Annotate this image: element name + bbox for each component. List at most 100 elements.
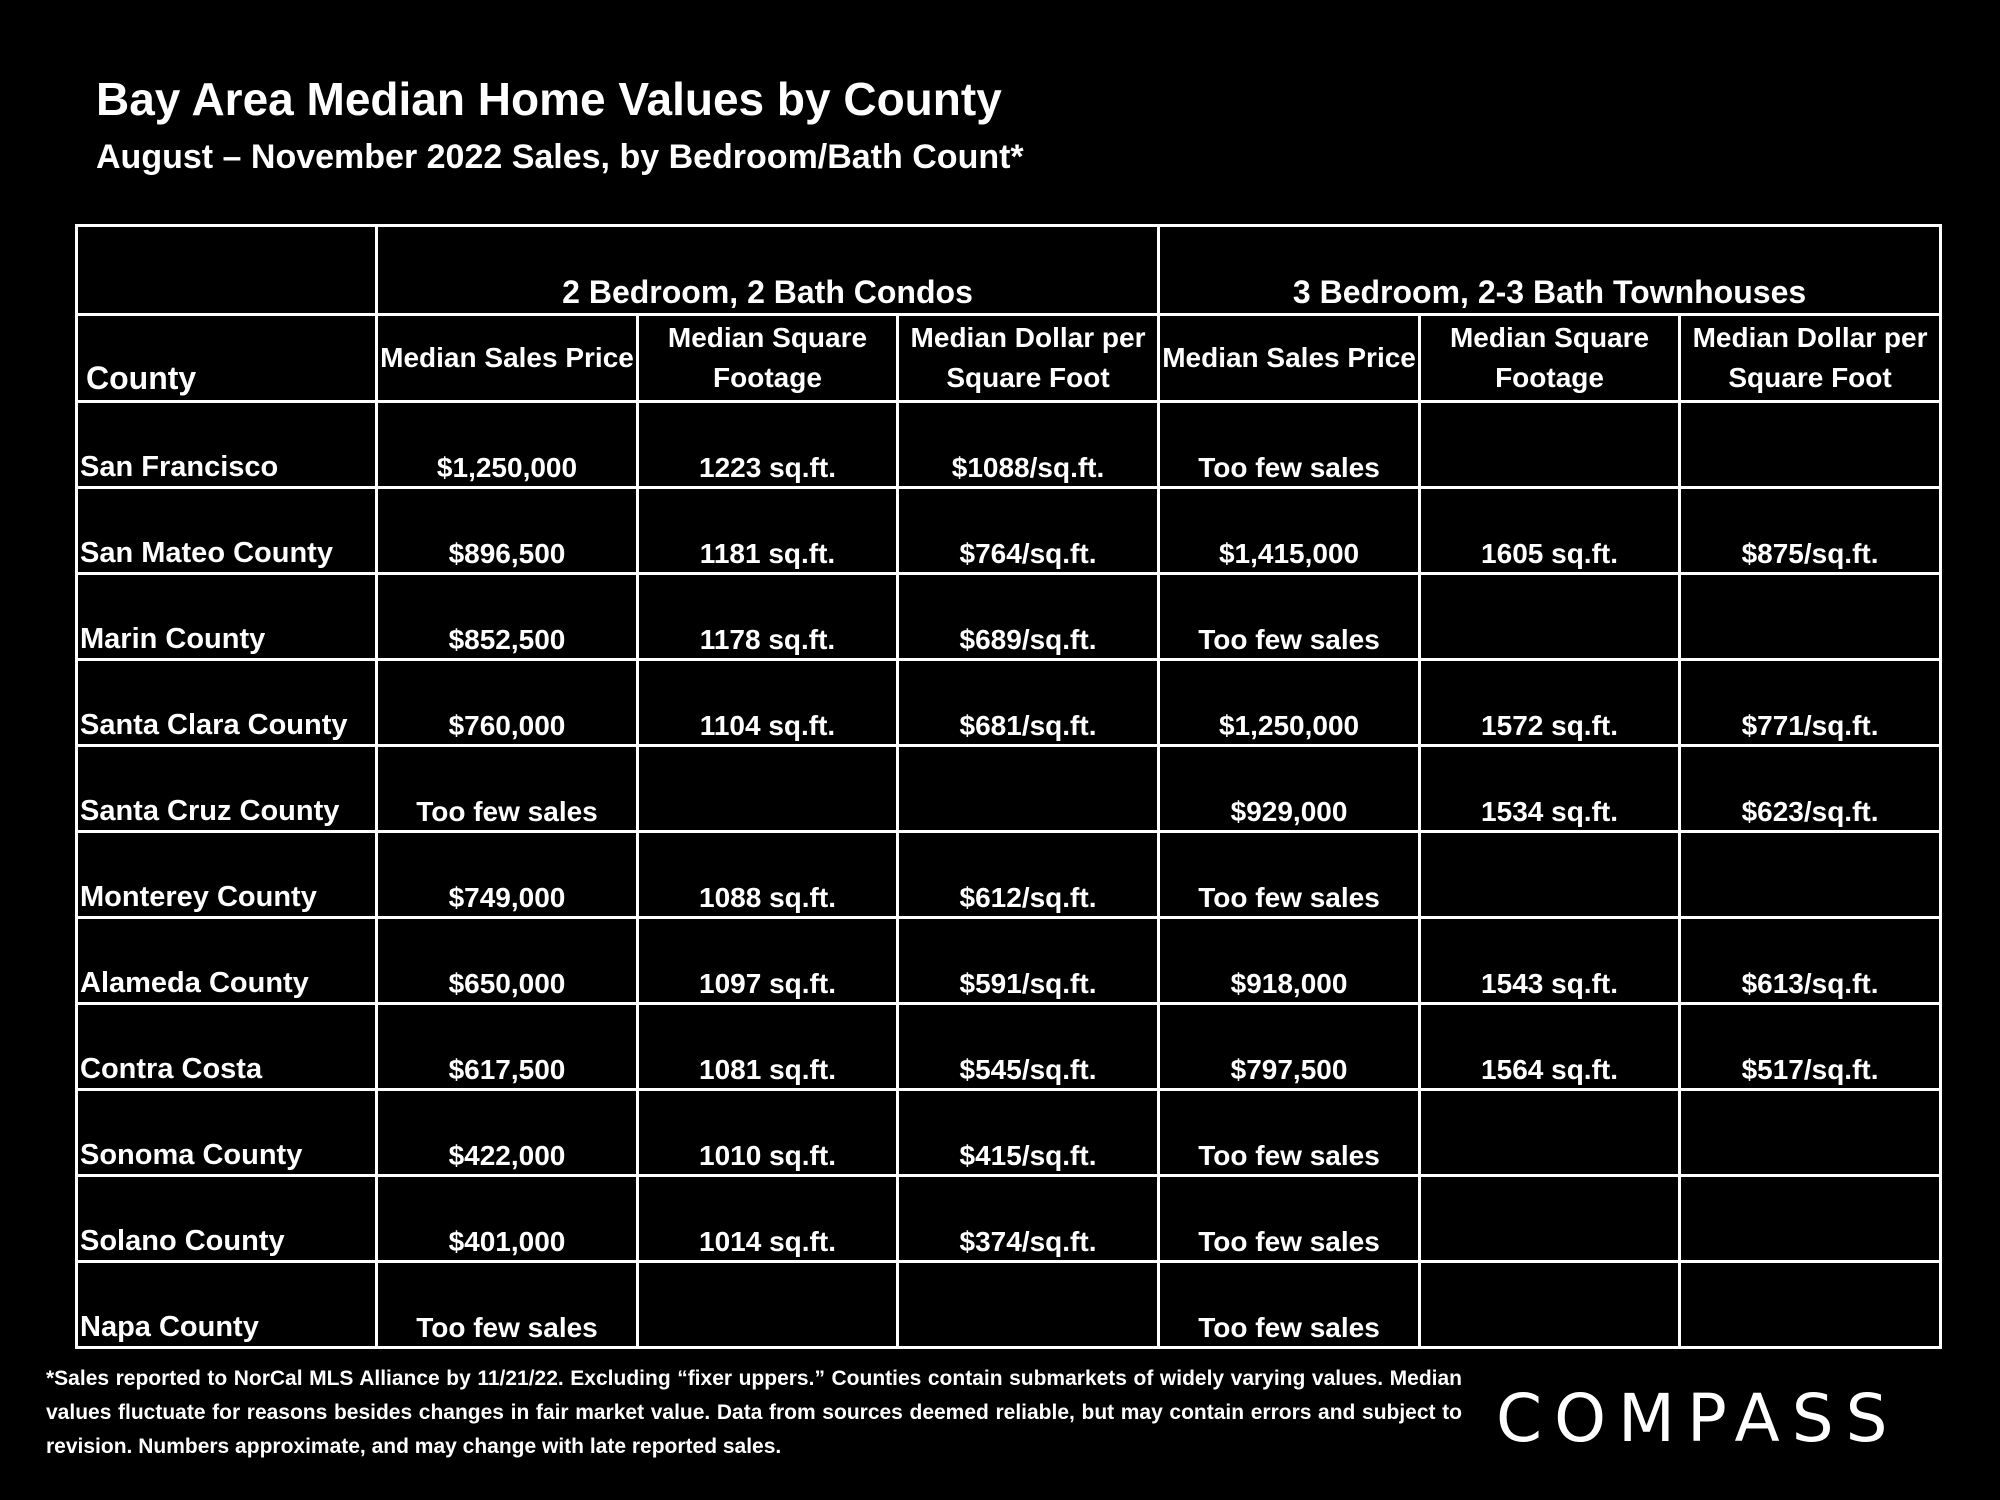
value-cell: $650,000: [375, 916, 639, 1005]
page-title: Bay Area Median Home Values by County: [96, 73, 1002, 125]
table-row: Sonoma County $422,000 1010 sq.ft. $415/sq.…: [75, 1088, 1943, 1177]
value-cell: $797,500: [1157, 1002, 1422, 1091]
value-cell: [636, 744, 899, 833]
value-cell: $918,000: [1157, 916, 1422, 1005]
value-cell: [1418, 830, 1682, 919]
table-row: Napa County Too few sales Too few sales: [75, 1260, 1943, 1349]
value-cell: Too few sales: [1157, 830, 1422, 919]
value-cell: [895, 744, 1161, 833]
value-cell: $1,250,000: [375, 400, 639, 489]
table-row: Santa Clara County $760,000 1104 sq.ft. $68…: [75, 658, 1943, 747]
value-cell: Too few sales: [1157, 1088, 1422, 1177]
value-cell: $617,500: [375, 1002, 639, 1091]
value-cell: $749,000: [375, 830, 639, 919]
table-row: Solano County $401,000 1014 sq.ft. $374/sq.…: [75, 1174, 1943, 1263]
value-cell: $771/sq.ft.: [1678, 658, 1943, 747]
value-cell: [1678, 1088, 1943, 1177]
value-cell: Too few sales: [1157, 572, 1422, 661]
compass-logo: COMPASS: [1496, 1380, 1900, 1457]
table-row: Alameda County $650,000 1097 sq.ft. $591/sq…: [75, 916, 1943, 1005]
table-row: Monterey County $749,000 1088 sq.ft. $612/s…: [75, 830, 1943, 919]
county-name-cell: San Francisco: [75, 400, 378, 489]
value-cell: 1010 sq.ft.: [636, 1088, 899, 1177]
column-header: Median Square Footage: [636, 313, 899, 403]
county-name-cell: Alameda County: [75, 916, 378, 1005]
value-cell: [1418, 1174, 1682, 1263]
value-cell: $875/sq.ft.: [1678, 486, 1943, 575]
value-cell: [1678, 400, 1943, 489]
value-cell: 1014 sq.ft.: [636, 1174, 899, 1263]
value-cell: $623/sq.ft.: [1678, 744, 1943, 833]
value-cell: $613/sq.ft.: [1678, 916, 1943, 1005]
empty-corner-cell: [75, 224, 378, 316]
value-cell: $374/sq.ft.: [895, 1174, 1161, 1263]
value-cell: 1081 sq.ft.: [636, 1002, 899, 1091]
value-cell: 1223 sq.ft.: [636, 400, 899, 489]
value-cell: [1678, 1174, 1943, 1263]
value-cell: 1181 sq.ft.: [636, 486, 899, 575]
table-row: Marin County $852,500 1178 sq.ft. $689/sq.f…: [75, 572, 1943, 661]
value-cell: $689/sq.ft.: [895, 572, 1161, 661]
value-cell: 1097 sq.ft.: [636, 916, 899, 1005]
value-cell: 1534 sq.ft.: [1418, 744, 1682, 833]
table-row: San Mateo County $896,500 1181 sq.ft. $764/…: [75, 486, 1943, 575]
table-row: Contra Costa $617,500 1081 sq.ft. $545/sq.f…: [75, 1002, 1943, 1091]
county-column-header: County: [75, 313, 378, 403]
value-cell: $1,415,000: [1157, 486, 1422, 575]
value-cell: Too few sales: [1157, 400, 1422, 489]
county-name-cell: Santa Cruz County: [75, 744, 378, 833]
value-cell: 1564 sq.ft.: [1418, 1002, 1682, 1091]
value-cell: 1543 sq.ft.: [1418, 916, 1682, 1005]
value-cell: [895, 1260, 1161, 1349]
value-cell: Too few sales: [375, 744, 639, 833]
footnote: *Sales reported to NorCal MLS Alliance b…: [46, 1367, 1462, 1458]
value-cell: Too few sales: [1157, 1174, 1422, 1263]
value-cell: 1178 sq.ft.: [636, 572, 899, 661]
value-cell: [1678, 1260, 1943, 1349]
column-header: Median Dollar per Square Foot: [895, 313, 1161, 403]
home-values-table: 2 Bedroom, 2 Bath Condos 3 Bedroom, 2-3 …: [75, 224, 1943, 1349]
table-row: Santa Cruz County Too few sales $929,000 15…: [75, 744, 1943, 833]
value-cell: 1605 sq.ft.: [1418, 486, 1682, 575]
column-header: Median Sales Price: [375, 313, 639, 403]
value-cell: $1,250,000: [1157, 658, 1422, 747]
value-cell: $422,000: [375, 1088, 639, 1177]
value-cell: $591/sq.ft.: [895, 916, 1161, 1005]
column-header: Median Square Footage: [1418, 313, 1682, 403]
value-cell: $929,000: [1157, 744, 1422, 833]
value-cell: 1572 sq.ft.: [1418, 658, 1682, 747]
value-cell: $852,500: [375, 572, 639, 661]
county-name-cell: Solano County: [75, 1174, 378, 1263]
group-header-row: 2 Bedroom, 2 Bath Condos 3 Bedroom, 2-3 …: [75, 224, 1943, 316]
value-cell: [1418, 400, 1682, 489]
value-cell: [1418, 1088, 1682, 1177]
county-name-cell: Napa County: [75, 1260, 378, 1349]
value-cell: Too few sales: [375, 1260, 639, 1349]
value-cell: [1678, 572, 1943, 661]
group-header-townhouses: 3 Bedroom, 2-3 Bath Townhouses: [1157, 224, 1943, 316]
value-cell: $760,000: [375, 658, 639, 747]
value-cell: $517/sq.ft.: [1678, 1002, 1943, 1091]
value-cell: 1104 sq.ft.: [636, 658, 899, 747]
column-header: Median Dollar per Square Foot: [1678, 313, 1943, 403]
value-cell: $896,500: [375, 486, 639, 575]
county-name-cell: Sonoma County: [75, 1088, 378, 1177]
value-cell: $545/sq.ft.: [895, 1002, 1161, 1091]
column-header: Median Sales Price: [1157, 313, 1422, 403]
page-subtitle: August – November 2022 Sales, by Bedroom…: [96, 138, 1024, 176]
county-name-cell: Contra Costa: [75, 1002, 378, 1091]
value-cell: [1418, 1260, 1682, 1349]
county-name-cell: Santa Clara County: [75, 658, 378, 747]
value-cell: $681/sq.ft.: [895, 658, 1161, 747]
value-cell: $401,000: [375, 1174, 639, 1263]
value-cell: $415/sq.ft.: [895, 1088, 1161, 1177]
group-header-condos: 2 Bedroom, 2 Bath Condos: [374, 224, 1161, 316]
value-cell: $612/sq.ft.: [895, 830, 1161, 919]
value-cell: [636, 1260, 899, 1349]
county-name-cell: San Mateo County: [75, 486, 378, 575]
table-row: San Francisco $1,250,000 1223 sq.ft. $1088/…: [75, 400, 1943, 489]
column-header-row: County Median Sales Price Median Square …: [75, 313, 1943, 403]
value-cell: $1088/sq.ft.: [895, 400, 1161, 489]
value-cell: [1418, 572, 1682, 661]
value-cell: $764/sq.ft.: [895, 486, 1161, 575]
